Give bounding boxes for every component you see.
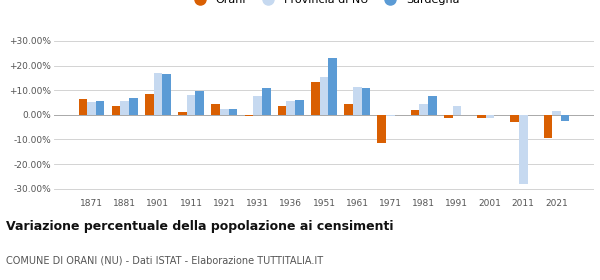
Bar	[129, 97, 137, 115]
Bar	[178, 112, 187, 115]
Legend: Orani, Provincia di NU, Sardegna: Orani, Provincia di NU, Sardegna	[184, 0, 464, 9]
Bar	[286, 101, 295, 115]
Bar	[353, 87, 362, 115]
Bar	[262, 88, 271, 115]
Bar	[220, 109, 229, 115]
Bar	[486, 115, 494, 118]
Bar	[211, 104, 220, 115]
Bar	[444, 115, 452, 118]
Bar	[344, 104, 353, 115]
Bar	[552, 111, 561, 115]
Bar	[295, 100, 304, 115]
Bar	[311, 81, 320, 115]
Bar	[561, 115, 569, 121]
Bar	[511, 115, 519, 122]
Bar	[477, 115, 486, 118]
Bar	[154, 73, 162, 115]
Text: Variazione percentuale della popolazione ai censimenti: Variazione percentuale della popolazione…	[6, 220, 394, 233]
Bar	[320, 77, 328, 115]
Bar	[87, 102, 96, 115]
Bar	[328, 58, 337, 115]
Bar	[162, 74, 171, 115]
Bar	[121, 101, 129, 115]
Bar	[245, 115, 253, 116]
Bar	[386, 115, 395, 116]
Bar	[544, 115, 552, 138]
Bar	[428, 96, 437, 115]
Bar	[377, 115, 386, 143]
Bar	[112, 106, 121, 115]
Bar	[187, 95, 196, 115]
Bar	[452, 106, 461, 115]
Bar	[145, 94, 154, 115]
Bar	[519, 115, 527, 184]
Bar	[419, 104, 428, 115]
Bar	[362, 88, 370, 115]
Bar	[410, 110, 419, 115]
Bar	[229, 109, 238, 115]
Bar	[253, 96, 262, 115]
Bar	[196, 92, 204, 115]
Bar	[278, 106, 286, 115]
Text: COMUNE DI ORANI (NU) - Dati ISTAT - Elaborazione TUTTITALIA.IT: COMUNE DI ORANI (NU) - Dati ISTAT - Elab…	[6, 255, 323, 265]
Bar	[96, 101, 104, 115]
Bar	[79, 99, 87, 115]
